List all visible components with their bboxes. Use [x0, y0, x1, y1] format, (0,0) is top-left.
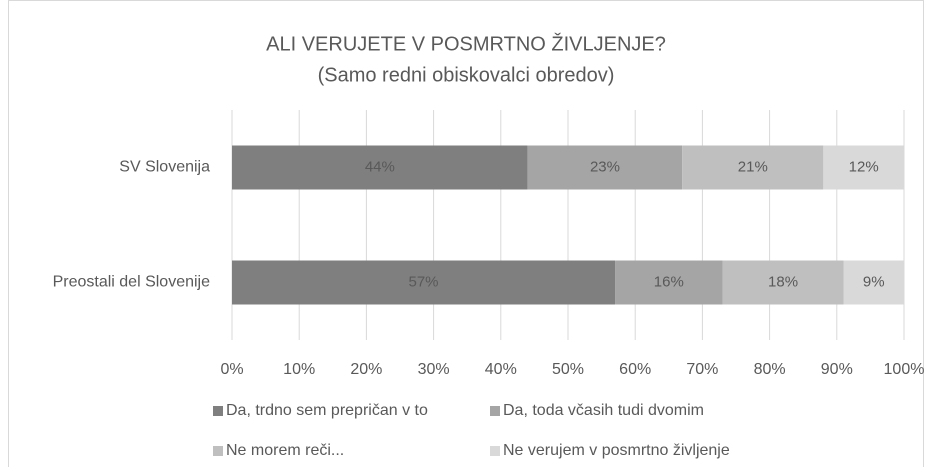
x-tick-label: 50%	[552, 361, 584, 378]
legend-label: Da, trdno sem prepričan v to	[226, 402, 428, 419]
x-tick-label: 40%	[485, 361, 517, 378]
bar-segment	[823, 145, 904, 190]
data-label: 12%	[849, 158, 879, 175]
bar-segment	[722, 260, 844, 305]
bar-segment	[527, 145, 683, 190]
x-tick-label: 90%	[821, 361, 853, 378]
chart-title: ALI VERUJETE V POSMRTNO ŽIVLJENJE?	[266, 32, 666, 55]
x-tick-label: 20%	[350, 361, 382, 378]
y-tick-label: SV Slovenija	[119, 159, 210, 176]
data-label: 44%	[365, 158, 395, 175]
legend-swatch	[213, 406, 223, 416]
legend-label: Da, toda včasih tudi dvomim	[503, 402, 704, 419]
legend-swatch	[490, 446, 500, 456]
chart-frame	[8, 0, 924, 467]
bar-segment	[682, 145, 824, 190]
x-tick-label: 10%	[283, 361, 315, 378]
y-tick-label: Preostali del Slovenije	[53, 274, 211, 291]
bar-segment	[232, 260, 616, 305]
x-tick-label: 60%	[619, 361, 651, 378]
data-label: 18%	[768, 273, 798, 290]
legend-swatch	[213, 446, 223, 456]
data-label: 21%	[738, 158, 768, 175]
bar-segment	[843, 260, 904, 305]
chart-subtitle: (Samo redni obiskovalci obredov)	[318, 64, 615, 86]
data-label: 23%	[590, 158, 620, 175]
legend-label: Ne morem reči...	[226, 442, 344, 459]
x-tick-label: 100%	[884, 361, 925, 378]
legend-swatch	[490, 406, 500, 416]
bar-segment	[232, 145, 528, 190]
bar-segment	[615, 260, 723, 305]
legend-label: Ne verujem v posmrtno življenje	[503, 442, 730, 459]
x-tick-label: 30%	[418, 361, 450, 378]
x-tick-label: 70%	[686, 361, 718, 378]
x-tick-label: 80%	[754, 361, 786, 378]
x-tick-label: 0%	[220, 361, 243, 378]
data-label: 16%	[654, 273, 684, 290]
data-label: 57%	[409, 273, 439, 290]
data-label: 9%	[863, 273, 885, 290]
